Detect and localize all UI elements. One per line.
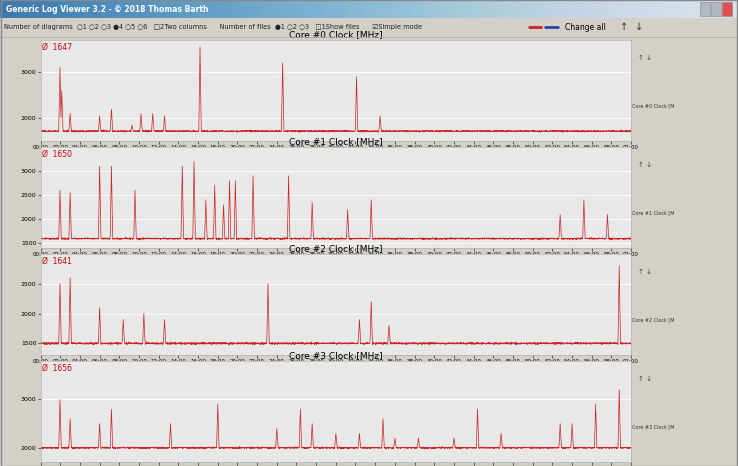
Text: ↓: ↓ (635, 22, 643, 32)
Text: ↑ ↓: ↑ ↓ (638, 55, 652, 61)
Text: Core #2 Clock [M: Core #2 Clock [M (632, 317, 675, 322)
Text: Number of diagrams  ○1 ○2 ○3 ●4 ○5 ○6   □2Two columns      Number of files  ●1 ○: Number of diagrams ○1 ○2 ○3 ●4 ○5 ○6 □2T… (4, 24, 422, 30)
Bar (700, 2, 710, 16)
Bar (722, 2, 732, 16)
Text: ↑ ↓: ↑ ↓ (638, 162, 652, 168)
Title: Core #1 Clock [MHz]: Core #1 Clock [MHz] (289, 137, 382, 146)
Text: Ø  1650: Ø 1650 (42, 150, 72, 159)
Text: ↑ ↓: ↑ ↓ (638, 376, 652, 382)
Text: ↑ ↓: ↑ ↓ (638, 269, 652, 275)
Title: Core #0 Clock [MHz]: Core #0 Clock [MHz] (289, 30, 382, 39)
Text: ↑: ↑ (620, 22, 628, 32)
Text: Core #3 Clock [M: Core #3 Clock [M (632, 424, 675, 429)
Text: Ø  1656: Ø 1656 (42, 364, 72, 373)
Title: Core #2 Clock [MHz]: Core #2 Clock [MHz] (289, 244, 382, 253)
Text: Change all: Change all (565, 22, 605, 32)
Bar (711, 2, 721, 16)
Title: Core #3 Clock [MHz]: Core #3 Clock [MHz] (289, 351, 382, 360)
Text: Core #0 Clock [M: Core #0 Clock [M (632, 103, 675, 108)
Text: Core #1 Clock [M: Core #1 Clock [M (632, 210, 675, 215)
Text: Ø  1641: Ø 1641 (42, 257, 72, 266)
Text: Generic Log Viewer 3.2 - © 2018 Thomas Barth: Generic Log Viewer 3.2 - © 2018 Thomas B… (6, 5, 208, 14)
Text: Ø  1647: Ø 1647 (42, 43, 72, 52)
